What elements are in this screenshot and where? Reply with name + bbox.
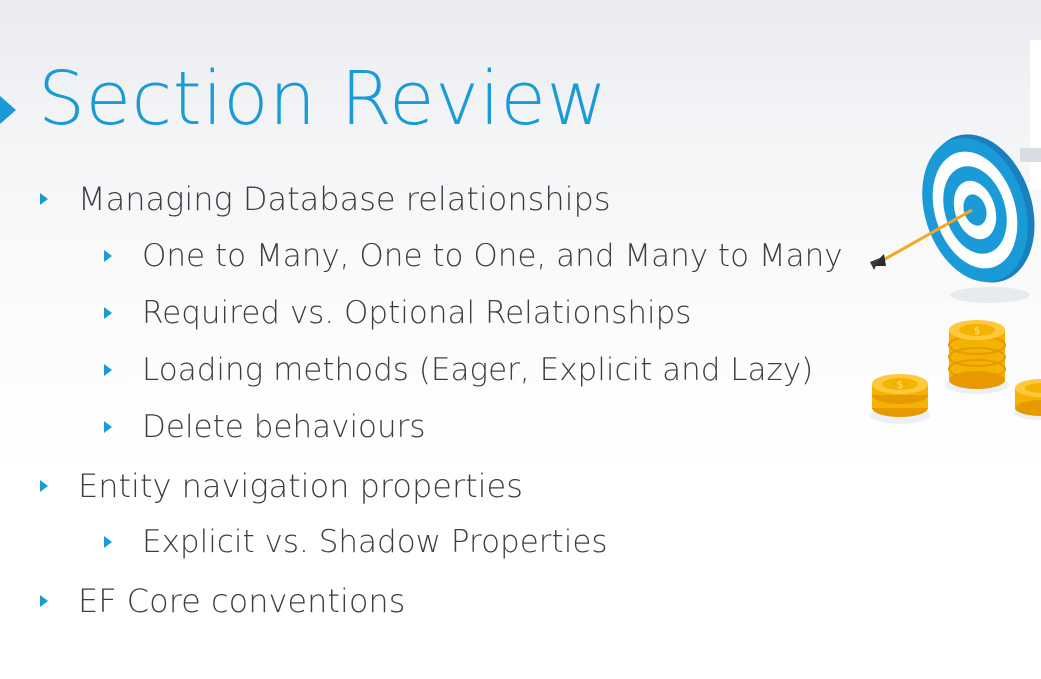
arrow-icon <box>870 208 973 270</box>
bullet-text: Loading methods (Eager, Explicit and Laz… <box>142 352 814 388</box>
bullet-arrow-icon <box>104 250 112 262</box>
bullet-arrow-icon <box>104 307 112 319</box>
bullet-text: Explicit vs. Shadow Properties <box>142 524 608 560</box>
bullet-item: Managing Database relationships <box>40 180 610 218</box>
bullet-text: One to Many, One to One, and Many to Man… <box>142 238 843 274</box>
bullet-arrow-icon <box>104 364 112 376</box>
panel-edge <box>1020 40 1041 190</box>
target-coins-illustration: $ $ <box>870 40 1041 424</box>
coin-stack-icon: $ $ <box>870 320 1041 424</box>
target-icon <box>922 134 1035 303</box>
bullet-item: Entity navigation properties <box>40 467 523 505</box>
bullet-arrow-icon <box>40 193 48 205</box>
bullet-text: EF Core conventions <box>78 582 406 620</box>
bullet-text: Managing Database relationships <box>78 180 611 218</box>
coin-symbol: $ <box>897 380 903 391</box>
coin-symbol: $ <box>974 326 980 337</box>
bullet-arrow-icon <box>104 421 112 433</box>
title-marker-icon <box>0 96 16 124</box>
bullet-text: Required vs. Optional Relationships <box>142 295 692 331</box>
bullet-item: Delete behaviours <box>104 409 426 445</box>
bullet-arrow-icon <box>40 595 48 607</box>
bullet-text: Entity navigation properties <box>78 467 523 505</box>
bullet-item: Loading methods (Eager, Explicit and Laz… <box>104 352 813 388</box>
bullet-item: One to Many, One to One, and Many to Man… <box>104 238 843 274</box>
bullet-item: Explicit vs. Shadow Properties <box>104 524 608 560</box>
slide-title: Section Review <box>38 56 608 142</box>
bullet-item: Required vs. Optional Relationships <box>104 295 691 331</box>
bullet-text: Delete behaviours <box>142 409 426 445</box>
bullet-item: EF Core conventions <box>40 582 405 620</box>
bullet-arrow-icon <box>104 536 112 548</box>
bullet-arrow-icon <box>40 480 48 492</box>
